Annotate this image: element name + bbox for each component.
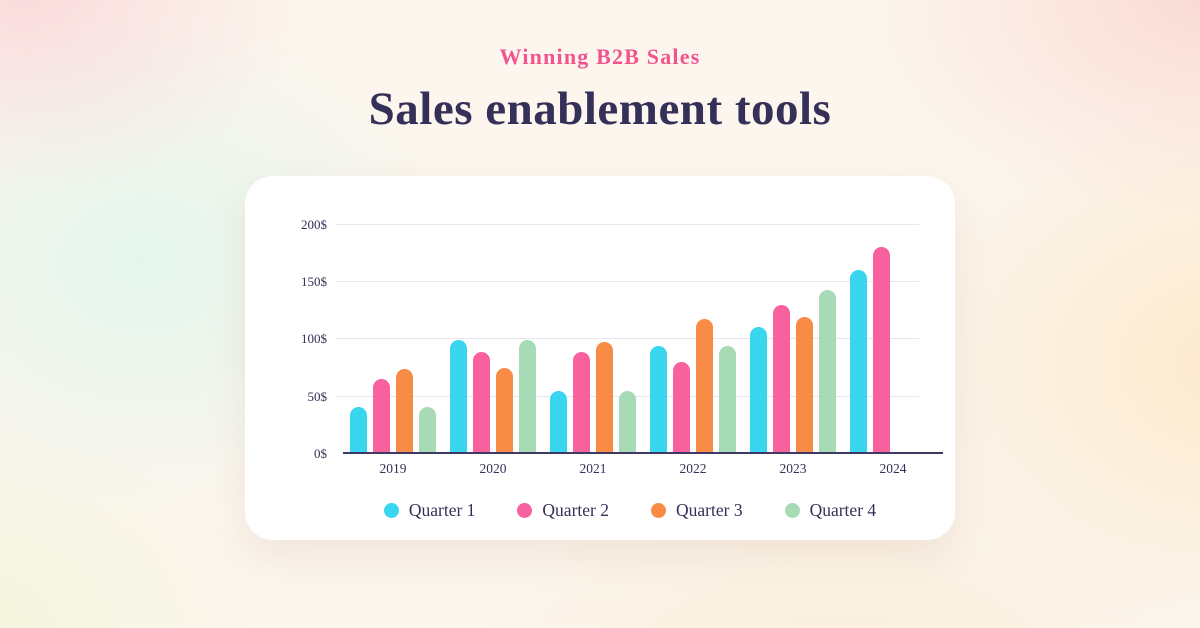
bar — [373, 379, 390, 452]
bar — [619, 390, 636, 452]
gridline — [335, 338, 919, 340]
bar — [719, 346, 736, 452]
x-tick-label: 2021 — [579, 461, 607, 476]
x-tick-label: 2024 — [879, 461, 907, 476]
bar — [473, 352, 490, 452]
header: Winning B2B Sales Sales enablement tools — [0, 0, 1200, 136]
plot-area: 2019 2020 2021 2022 2023 2024 0$ 50$ 100$ 150$ 20… — [301, 202, 943, 476]
bar-group: 2024 — [843, 202, 943, 476]
bar — [519, 339, 536, 452]
bar — [596, 341, 613, 452]
bar — [773, 305, 790, 452]
bar-group-bars — [443, 202, 543, 454]
bar-group: 2022 — [643, 202, 743, 476]
bar-group: 2020 — [443, 202, 543, 476]
legend-dot-icon — [517, 503, 533, 518]
bar — [450, 339, 467, 452]
y-tick-label: 150$ — [301, 274, 327, 290]
legend-dot-icon — [651, 503, 666, 518]
bar — [873, 247, 890, 452]
legend-item: Quarter 3 — [651, 500, 743, 521]
kicker-text: Winning B2B Sales — [499, 44, 701, 69]
legend-dot-icon — [383, 503, 399, 518]
bar — [496, 367, 513, 452]
legend-label: Quarter 4 — [809, 500, 877, 520]
bar — [396, 369, 413, 452]
bar — [419, 406, 436, 452]
bar-group: 2023 — [743, 202, 843, 476]
bar — [650, 346, 667, 452]
y-tick-label: 50$ — [307, 388, 328, 404]
bar — [796, 316, 813, 452]
legend-label: Quarter 2 — [542, 500, 609, 520]
gridline — [335, 223, 919, 225]
legend-label: Quarter 1 — [408, 500, 476, 520]
bar — [750, 327, 767, 452]
bars-row: 2019 2020 2021 2022 2023 2024 — [341, 202, 943, 476]
legend-label: Quarter 3 — [676, 500, 743, 520]
legend-dot-icon — [784, 503, 800, 518]
bar — [850, 270, 867, 452]
bar-group: 2019 — [343, 202, 443, 476]
page-title: Sales enablement tools — [368, 83, 832, 135]
legend-item: Quarter 2 — [517, 500, 609, 521]
legend: Quarter 1 Quarter 2 Quarter 3 Quarter 4 — [341, 500, 919, 521]
x-tick-label: 2020 — [479, 461, 507, 476]
y-tick-label: 100$ — [301, 331, 327, 347]
x-tick-label: 2019 — [379, 461, 407, 476]
bar — [350, 406, 367, 452]
bar — [550, 390, 567, 452]
gridline — [335, 281, 919, 283]
legend-item: Quarter 1 — [383, 500, 476, 521]
x-tick-label: 2023 — [779, 461, 807, 476]
bar-group: 2021 — [543, 202, 643, 476]
y-tick-label: 0$ — [314, 446, 327, 461]
bar — [696, 319, 713, 452]
bar — [573, 352, 590, 452]
bar-group-bars — [643, 202, 743, 454]
x-tick-label: 2022 — [679, 461, 707, 476]
legend-item: Quarter 4 — [784, 500, 877, 521]
bar-group-bars — [343, 202, 443, 454]
chart-card: 2019 2020 2021 2022 2023 2024 0$ 50$ 100$ 150$ 20… — [245, 176, 955, 540]
y-tick-label: 200$ — [301, 216, 327, 232]
bar — [673, 362, 690, 452]
bar — [819, 289, 836, 452]
bar-group-bars — [743, 202, 843, 454]
bar-group-bars — [843, 202, 943, 454]
bar-group-bars — [543, 202, 643, 454]
